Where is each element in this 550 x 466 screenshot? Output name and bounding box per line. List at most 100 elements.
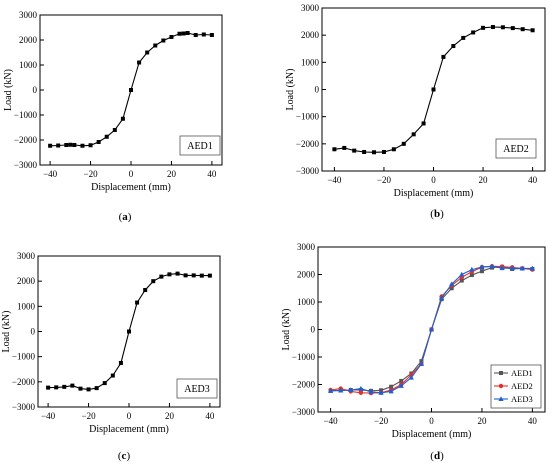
- data-point: [137, 60, 142, 65]
- data-point: [127, 329, 131, 334]
- data-point: [118, 360, 123, 365]
- y-tick-label: −1000: [292, 352, 316, 362]
- data-point: [135, 300, 140, 305]
- data-point: [362, 149, 367, 154]
- data-point: [399, 378, 404, 383]
- y-tick-label: 1000: [19, 60, 38, 70]
- data-point: [428, 326, 435, 332]
- legend-label: AED2: [503, 144, 529, 155]
- data-point: [530, 28, 535, 33]
- data-point: [481, 25, 486, 30]
- x-tick-label: −20: [82, 411, 97, 421]
- x-tick-label: 0: [127, 411, 132, 421]
- data-point: [368, 389, 374, 394]
- data-point: [102, 381, 107, 386]
- data-point: [94, 386, 99, 391]
- data-point: [451, 44, 456, 49]
- data-point: [169, 35, 174, 39]
- data-point: [151, 279, 156, 284]
- data-point: [104, 134, 109, 139]
- legend-label: AED1: [511, 368, 533, 378]
- chart-panel-1: −40 −20 0 20 40 −3000 −2000 −1000 0 1000 2000 3000 D…: [3, 10, 223, 223]
- legend-label: AED3: [184, 384, 210, 395]
- x-tick-label: 20: [479, 175, 489, 185]
- data-point: [389, 384, 394, 389]
- data-point: [80, 143, 85, 148]
- x-tick-label: 0: [429, 416, 434, 426]
- data-point: [509, 265, 515, 271]
- legend-box: [176, 378, 218, 399]
- y-tick-label: 3000: [19, 10, 38, 20]
- data-point: [459, 271, 465, 277]
- data-point: [54, 385, 59, 390]
- legend-swatch-marker: [498, 383, 504, 389]
- x-axis-label: Displacement (mm): [91, 182, 171, 193]
- data-point: [183, 273, 188, 278]
- data-point: [68, 142, 73, 147]
- y-tick-label: 2000: [17, 276, 36, 286]
- y-tick-label: 3000: [17, 251, 36, 261]
- data-point: [193, 33, 198, 37]
- data-point: [469, 273, 474, 278]
- data-point: [418, 361, 425, 366]
- data-point: [471, 30, 476, 35]
- y-tick-label: 0: [315, 85, 320, 95]
- data-point: [96, 140, 101, 144]
- x-tick-label: 20: [167, 169, 177, 179]
- data-point: [78, 386, 83, 391]
- data-point: [378, 389, 384, 395]
- x-tick-label: −40: [41, 411, 56, 421]
- panel-caption: (d): [430, 450, 444, 462]
- x-tick-label: 40: [207, 169, 217, 179]
- data-point: [145, 50, 150, 55]
- y-tick-label: 0: [33, 85, 38, 95]
- panel-caption: (b): [430, 208, 444, 220]
- y-tick-label: 2000: [297, 270, 316, 280]
- y-tick-label: −2000: [292, 380, 316, 390]
- y-tick-label: −3000: [296, 166, 320, 176]
- data-point: [398, 383, 404, 388]
- y-tick-label: 3000: [301, 3, 320, 13]
- data-point: [348, 387, 354, 392]
- data-point: [408, 374, 414, 380]
- chart-panel-3: −40 −20 0 20 40 −3000 −2000 −1000 0 1000 2000 3000 D…: [1, 251, 221, 462]
- y-tick-label: 2000: [19, 35, 38, 45]
- data-point: [129, 88, 133, 92]
- data-point: [86, 387, 91, 392]
- data-point: [48, 143, 53, 148]
- data-point: [159, 274, 164, 279]
- y-tick-label: −1000: [12, 352, 36, 362]
- data-point: [438, 295, 445, 300]
- x-tick-label: 40: [528, 175, 538, 185]
- data-point: [479, 264, 485, 270]
- data-point: [391, 147, 396, 152]
- data-point: [207, 273, 212, 278]
- legend-box: [179, 135, 221, 156]
- data-point: [479, 269, 484, 274]
- data-point: [421, 121, 426, 126]
- data-point: [449, 281, 455, 287]
- y-tick-label: −2000: [12, 377, 36, 387]
- data-point: [72, 143, 77, 147]
- data-point: [431, 87, 436, 92]
- data-point: [175, 271, 180, 276]
- legend-label: AED3: [511, 394, 533, 404]
- chart-panel-2: −40 −20 0 20 40 −3000 −2000 −1000 0 1000 2000 3000 D…: [285, 3, 546, 220]
- data-point: [388, 388, 394, 394]
- data-point: [338, 387, 344, 393]
- data-point: [110, 373, 115, 378]
- y-tick-label: 2000: [301, 30, 320, 40]
- data-point: [181, 31, 186, 36]
- y-axis-label: Load (kN): [285, 69, 296, 111]
- y-tick-label: −3000: [14, 160, 38, 170]
- x-tick-label: 40: [205, 411, 215, 421]
- data-point: [56, 143, 61, 148]
- y-tick-label: −2000: [14, 135, 38, 145]
- data-point: [328, 388, 334, 393]
- data-point: [332, 147, 337, 152]
- data-point: [489, 263, 495, 269]
- data-point: [352, 148, 357, 153]
- y-tick-label: 1000: [301, 57, 320, 67]
- legend-box: [495, 138, 537, 159]
